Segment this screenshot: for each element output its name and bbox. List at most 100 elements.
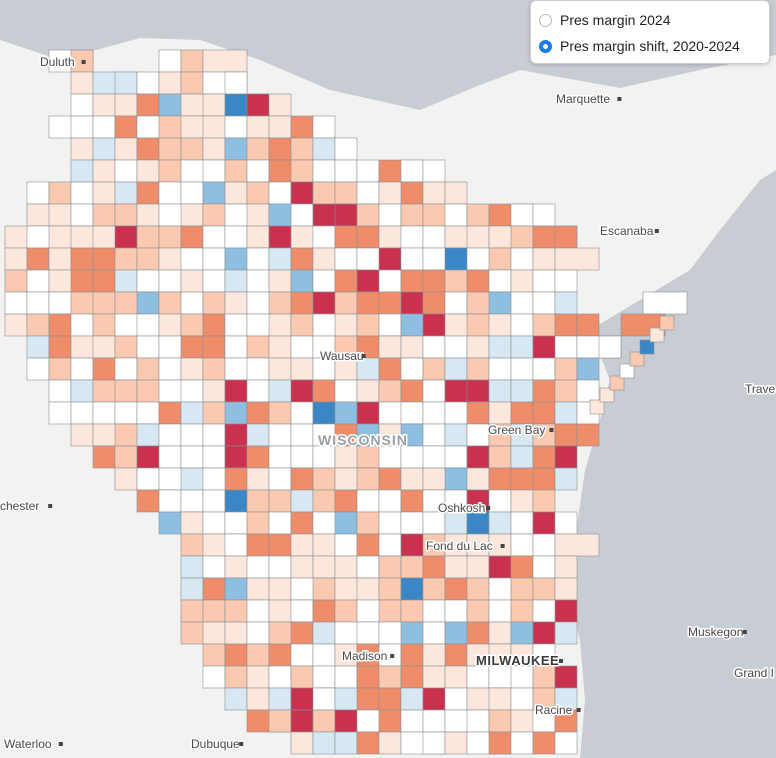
county-cell[interactable] bbox=[246, 643, 270, 667]
county-cell[interactable] bbox=[466, 445, 490, 469]
county-cell[interactable] bbox=[246, 489, 270, 513]
county-cell[interactable] bbox=[444, 445, 468, 469]
county-cell[interactable] bbox=[510, 291, 534, 315]
county-cell[interactable] bbox=[510, 269, 534, 293]
county-cell[interactable] bbox=[312, 709, 336, 733]
county-cell[interactable] bbox=[400, 247, 424, 271]
county-cell[interactable] bbox=[180, 71, 204, 95]
county-cell[interactable] bbox=[180, 599, 204, 623]
county-cell[interactable] bbox=[290, 335, 314, 359]
county-cell[interactable] bbox=[202, 555, 226, 579]
county-cell[interactable] bbox=[268, 467, 292, 491]
county-cell[interactable] bbox=[290, 467, 314, 491]
county-cell[interactable] bbox=[290, 357, 314, 381]
county-cell[interactable] bbox=[334, 533, 358, 557]
county-cell[interactable] bbox=[639, 339, 655, 355]
county-cell[interactable] bbox=[224, 687, 248, 711]
county-cell[interactable] bbox=[224, 489, 248, 513]
county-cell[interactable] bbox=[136, 291, 160, 315]
county-cell[interactable] bbox=[290, 489, 314, 513]
county-cell[interactable] bbox=[158, 181, 182, 205]
county-cell[interactable] bbox=[246, 533, 270, 557]
county-cell[interactable] bbox=[224, 291, 248, 315]
county-cell[interactable] bbox=[532, 533, 556, 557]
county-cell[interactable] bbox=[334, 599, 358, 623]
county-cell[interactable] bbox=[48, 203, 72, 227]
county-cell[interactable] bbox=[444, 577, 468, 601]
county-cell[interactable] bbox=[488, 335, 512, 359]
county-cell[interactable] bbox=[312, 643, 336, 667]
county-cell[interactable] bbox=[400, 357, 424, 381]
county-cell[interactable] bbox=[510, 335, 534, 359]
county-cell[interactable] bbox=[400, 709, 424, 733]
county-cell[interactable] bbox=[70, 247, 94, 271]
county-cell[interactable] bbox=[92, 137, 116, 161]
county-cell[interactable] bbox=[510, 577, 534, 601]
county-cell[interactable] bbox=[334, 137, 358, 161]
county-cell[interactable] bbox=[224, 445, 248, 469]
county-cell[interactable] bbox=[224, 379, 248, 403]
county-cell[interactable] bbox=[444, 203, 468, 227]
county-cell[interactable] bbox=[334, 225, 358, 249]
county-cell[interactable] bbox=[444, 731, 468, 755]
radio-pres-margin-shift[interactable] bbox=[539, 39, 552, 53]
county-cell[interactable] bbox=[378, 445, 402, 469]
county-cell[interactable] bbox=[510, 731, 534, 755]
county-cell[interactable] bbox=[246, 577, 270, 601]
county-cell[interactable] bbox=[70, 203, 94, 227]
county-cell[interactable] bbox=[158, 357, 182, 381]
county-cell[interactable] bbox=[356, 687, 380, 711]
county-cell[interactable] bbox=[224, 643, 248, 667]
radio-pres-margin-2024[interactable] bbox=[539, 13, 552, 27]
county-cell[interactable] bbox=[422, 181, 446, 205]
county-cell[interactable] bbox=[180, 423, 204, 447]
county-cell[interactable] bbox=[510, 533, 534, 557]
county-cell[interactable] bbox=[356, 577, 380, 601]
county-cell[interactable] bbox=[422, 423, 446, 447]
county-cell[interactable] bbox=[246, 203, 270, 227]
county-cell[interactable] bbox=[510, 599, 534, 623]
county-cell[interactable] bbox=[268, 203, 292, 227]
county-cell[interactable] bbox=[268, 577, 292, 601]
county-cell[interactable] bbox=[378, 665, 402, 689]
county-cell[interactable] bbox=[114, 269, 138, 293]
county-cell[interactable] bbox=[180, 203, 204, 227]
county-cell[interactable] bbox=[114, 137, 138, 161]
county-cell[interactable] bbox=[576, 379, 600, 403]
county-cell[interactable] bbox=[224, 621, 248, 645]
county-cell[interactable] bbox=[466, 379, 490, 403]
county-cell[interactable] bbox=[268, 445, 292, 469]
county-cell[interactable] bbox=[444, 643, 468, 667]
county-cell[interactable] bbox=[422, 269, 446, 293]
county-cell[interactable] bbox=[422, 555, 446, 579]
county-cell[interactable] bbox=[444, 511, 468, 535]
county-cell[interactable] bbox=[609, 375, 625, 391]
county-cell[interactable] bbox=[532, 379, 556, 403]
county-cell[interactable] bbox=[290, 181, 314, 205]
county-cell[interactable] bbox=[268, 313, 292, 337]
county-cell[interactable] bbox=[532, 203, 556, 227]
county-cell[interactable] bbox=[356, 621, 380, 645]
county-cell[interactable] bbox=[510, 379, 534, 403]
county-cell[interactable] bbox=[400, 665, 424, 689]
county-cell[interactable] bbox=[268, 555, 292, 579]
county-cell[interactable] bbox=[202, 49, 248, 73]
county-cell[interactable] bbox=[312, 731, 336, 755]
county-cell[interactable] bbox=[114, 467, 138, 491]
county-cell[interactable] bbox=[599, 387, 615, 403]
county-cell[interactable] bbox=[400, 181, 424, 205]
county-cell[interactable] bbox=[48, 401, 72, 425]
county-cell[interactable] bbox=[400, 643, 424, 667]
county-cell[interactable] bbox=[312, 269, 336, 293]
county-cell[interactable] bbox=[290, 137, 314, 161]
county-cell[interactable] bbox=[576, 423, 600, 447]
county-cell[interactable] bbox=[422, 709, 446, 733]
county-cell[interactable] bbox=[422, 687, 446, 711]
county-cell[interactable] bbox=[554, 665, 578, 689]
county-cell[interactable] bbox=[400, 467, 424, 491]
county-cell[interactable] bbox=[532, 357, 556, 381]
county-cell[interactable] bbox=[466, 709, 490, 733]
county-cell[interactable] bbox=[488, 687, 512, 711]
county-cell[interactable] bbox=[554, 467, 578, 491]
county-cell[interactable] bbox=[422, 291, 446, 315]
